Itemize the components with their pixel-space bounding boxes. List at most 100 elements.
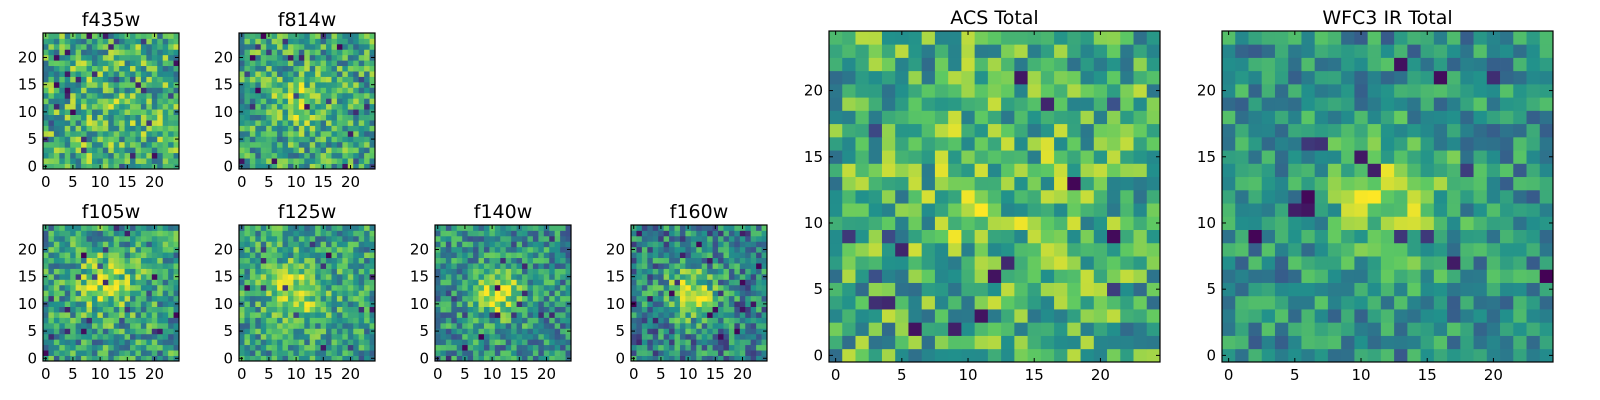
heatmap-cell <box>1354 295 1369 310</box>
heatmap-cell <box>1027 110 1042 125</box>
heatmap-cell <box>652 290 659 297</box>
heatmap-cell <box>70 81 77 88</box>
heatmap-cell <box>75 92 82 99</box>
heatmap-cell <box>97 306 104 313</box>
heatmap-cell <box>146 263 153 269</box>
heatmap-cell <box>467 268 474 275</box>
heatmap-cell <box>59 230 66 237</box>
heatmap-cell <box>91 273 98 280</box>
heatmap-cell <box>64 301 71 307</box>
heatmap-cell <box>277 279 283 286</box>
heatmap-cell <box>679 225 686 231</box>
heatmap-cell <box>527 290 534 297</box>
heatmap-cell <box>1407 295 1421 310</box>
heatmap-cell <box>734 344 741 351</box>
heatmap-cell <box>59 114 66 121</box>
heatmap-cell <box>364 38 370 45</box>
heatmap-cell <box>456 322 463 329</box>
heatmap-cell <box>70 339 77 346</box>
heatmap-cell <box>478 241 485 248</box>
heatmap-cell <box>326 92 332 99</box>
heatmap-cell <box>91 163 98 170</box>
heatmap-cell <box>921 83 936 98</box>
heatmap-cell <box>130 49 136 56</box>
heatmap-cell <box>440 317 447 324</box>
heatmap-cell <box>435 333 441 340</box>
heatmap-cell <box>326 60 332 67</box>
heatmap-cell <box>483 279 490 286</box>
heatmap-cell <box>1040 189 1055 204</box>
heatmap-cell <box>59 54 66 61</box>
heatmap-cell <box>522 333 528 340</box>
heatmap-cell <box>48 230 55 237</box>
heatmap-cell <box>287 344 294 351</box>
heatmap-cell <box>135 301 142 307</box>
heatmap-cell <box>745 350 752 356</box>
heatmap-cell <box>53 109 60 115</box>
heatmap-cell <box>739 317 746 324</box>
heatmap-cell <box>146 235 153 242</box>
heatmap-cell <box>1367 189 1382 204</box>
heatmap-cell <box>157 130 164 137</box>
heatmap-cell <box>75 141 82 148</box>
heatmap-cell <box>868 136 883 151</box>
heatmap-cell <box>249 92 256 99</box>
heatmap-cell <box>298 60 305 67</box>
heatmap-cell <box>522 246 528 253</box>
heatmap-cell <box>451 350 458 356</box>
heatmap-cell <box>97 76 104 83</box>
heatmap-cell <box>140 109 147 115</box>
heatmap-cell <box>934 189 949 204</box>
heatmap-cell <box>696 322 703 329</box>
heatmap-cell <box>1301 322 1316 336</box>
heatmap-cell <box>97 43 104 50</box>
heatmap-cell <box>43 339 49 346</box>
heatmap-cell <box>500 312 507 318</box>
heatmap-cell <box>679 290 686 297</box>
heatmap-cell <box>173 98 180 105</box>
heatmap-cell <box>64 268 71 275</box>
heatmap-cell <box>1394 256 1408 270</box>
heatmap-cell <box>347 306 354 313</box>
heatmap-cell <box>489 252 496 259</box>
heatmap-cell <box>64 120 71 126</box>
heatmap-cell <box>70 290 77 297</box>
heatmap-cell <box>1001 348 1015 363</box>
heatmap-cell <box>168 333 174 340</box>
heatmap-cell <box>908 348 923 363</box>
heatmap-cell <box>97 87 104 94</box>
heatmap-cell <box>48 235 55 242</box>
heatmap-cell <box>157 76 164 83</box>
heatmap-cells <box>239 225 376 362</box>
heatmap-cell <box>239 152 245 159</box>
heatmap-cell <box>173 120 180 126</box>
heatmap-cell <box>266 268 273 275</box>
heatmap-cell <box>277 147 283 154</box>
heatmap-cell <box>908 123 923 138</box>
heatmap-cell <box>353 120 360 126</box>
heatmap-cell <box>1067 216 1081 230</box>
heatmap-cell <box>1133 123 1148 138</box>
heatmap-cell <box>266 147 273 154</box>
heatmap-cell <box>260 136 267 143</box>
heatmap-cell <box>473 241 479 248</box>
heatmap-cell <box>282 98 289 105</box>
heatmap-cell <box>86 141 93 148</box>
heatmap-cell <box>756 268 762 275</box>
heatmap-cell <box>75 87 82 94</box>
heatmap-cell <box>255 312 262 318</box>
heatmap-cell <box>1288 282 1302 297</box>
heatmap-cell <box>456 225 463 231</box>
heatmap-cells <box>631 225 768 362</box>
heatmap-cell <box>652 273 659 280</box>
heatmap-cell <box>1080 203 1095 217</box>
heatmap-cell <box>364 279 370 286</box>
heatmap-cell <box>108 290 115 297</box>
heatmap-cell <box>658 295 665 302</box>
heatmap-cell <box>516 268 523 275</box>
heatmap-cell <box>113 301 120 307</box>
heatmap-cell <box>53 152 60 159</box>
heatmap-cell <box>358 301 365 307</box>
heatmap-cell <box>358 279 365 286</box>
heatmap-cell <box>157 317 164 324</box>
